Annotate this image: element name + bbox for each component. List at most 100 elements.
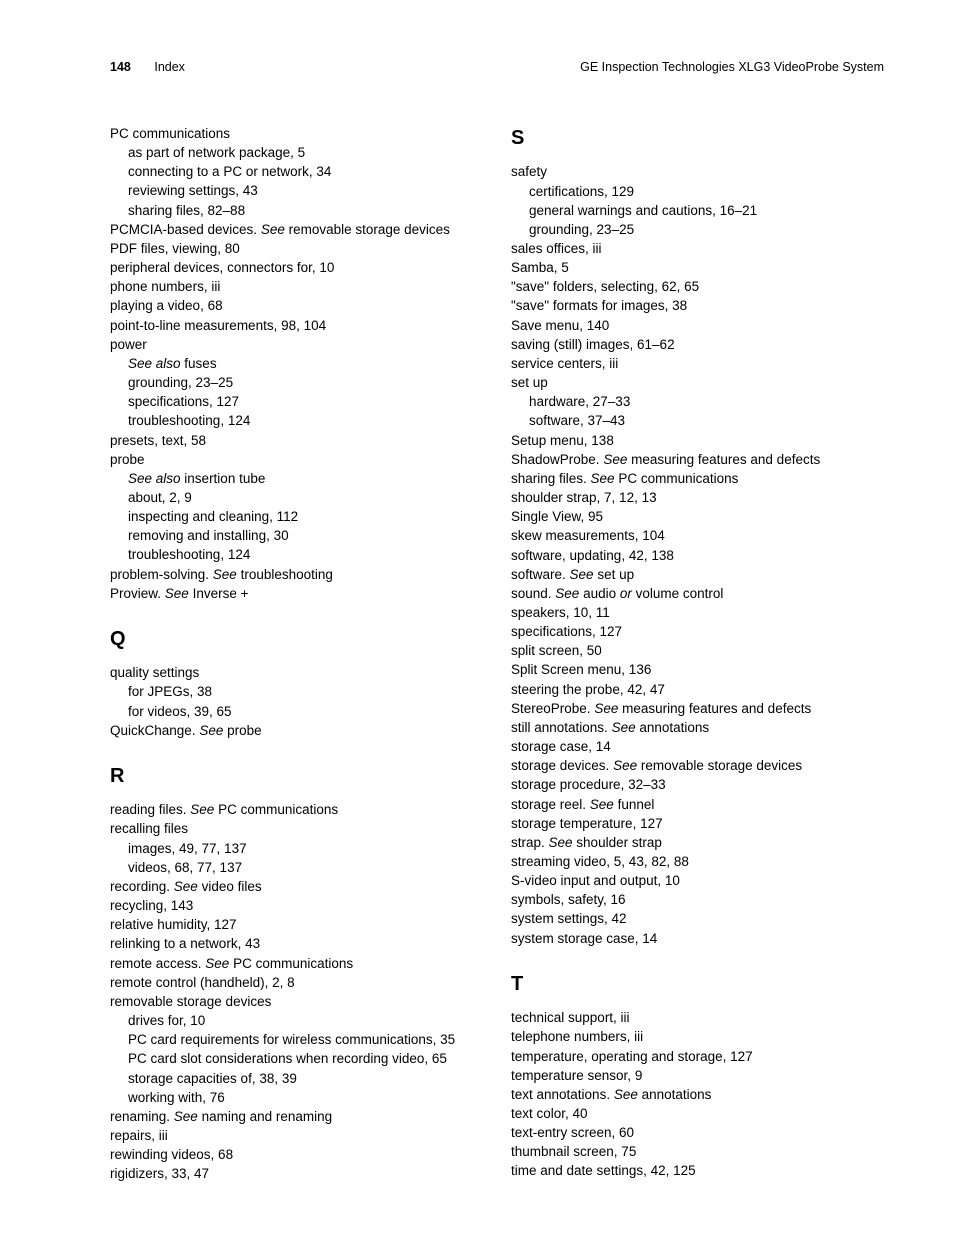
index-subentry: troubleshooting, 124 [110,545,483,564]
index-entry: remote access. See PC communications [110,954,483,973]
index-subentry: See also fuses [110,354,483,373]
index-entry: repairs, iii [110,1126,483,1145]
page-number: 148 [110,60,131,74]
index-entry: speakers, 10, 11 [511,603,884,622]
index-entry: storage temperature, 127 [511,814,884,833]
index-entry: "save" folders, selecting, 62, 65 [511,277,884,296]
index-subentry: videos, 68, 77, 137 [110,858,483,877]
index-entry: recording. See video files [110,877,483,896]
index-entry: recalling files [110,819,483,838]
index-entry: Split Screen menu, 136 [511,660,884,679]
index-subentry: connecting to a PC or network, 34 [110,162,483,181]
index-entry: still annotations. See annotations [511,718,884,737]
index-entry: quality settings [110,663,483,682]
index-subentry: specifications, 127 [110,392,483,411]
index-entry: S-video input and output, 10 [511,871,884,890]
index-subentry: working with, 76 [110,1088,483,1107]
index-entry: rewinding videos, 68 [110,1145,483,1164]
index-entry: peripheral devices, connectors for, 10 [110,258,483,277]
index-entry: temperature sensor, 9 [511,1066,884,1085]
index-entry: saving (still) images, 61–62 [511,335,884,354]
index-right-column: Ssafetycertifications, 129general warnin… [511,124,884,1183]
index-entry: presets, text, 58 [110,431,483,450]
index-entry: renaming. See naming and renaming [110,1107,483,1126]
index-entry: recycling, 143 [110,896,483,915]
index-page: 148 Index GE Inspection Technologies XLG… [0,0,954,1243]
index-subentry: general warnings and cautions, 16–21 [511,201,884,220]
index-subentry: inspecting and cleaning, 112 [110,507,483,526]
index-columns: PC communicationsas part of network pack… [110,124,884,1183]
index-subentry: images, 49, 77, 137 [110,839,483,858]
index-subentry: reviewing settings, 43 [110,181,483,200]
index-entry: steering the probe, 42, 47 [511,680,884,699]
index-entry: strap. See shoulder strap [511,833,884,852]
index-entry: Setup menu, 138 [511,431,884,450]
index-entry: Save menu, 140 [511,316,884,335]
index-entry: rigidizers, 33, 47 [110,1164,483,1183]
index-subentry: storage capacities of, 38, 39 [110,1069,483,1088]
index-entry: service centers, iii [511,354,884,373]
index-section-letter: S [511,124,884,152]
index-entry: playing a video, 68 [110,296,483,315]
index-section-letter: Q [110,625,483,653]
index-entry: set up [511,373,884,392]
index-entry: specifications, 127 [511,622,884,641]
index-subentry: See also insertion tube [110,469,483,488]
index-entry: PCMCIA-based devices. See removable stor… [110,220,483,239]
index-entry: sharing files. See PC communications [511,469,884,488]
index-entry: streaming video, 5, 43, 82, 88 [511,852,884,871]
index-entry: symbols, safety, 16 [511,890,884,909]
index-subentry: PC card slot considerations when recordi… [110,1049,483,1068]
index-entry: software. See set up [511,565,884,584]
index-left-column: PC communicationsas part of network pack… [110,124,483,1183]
index-subentry: sharing files, 82–88 [110,201,483,220]
index-subentry: for JPEGs, 38 [110,682,483,701]
index-entry: system storage case, 14 [511,929,884,948]
index-subentry: drives for, 10 [110,1011,483,1030]
page-header: 148 Index GE Inspection Technologies XLG… [110,60,884,74]
section-label: Index [154,60,185,74]
index-entry: ShadowProbe. See measuring features and … [511,450,884,469]
index-entry: power [110,335,483,354]
index-entry: storage procedure, 32–33 [511,775,884,794]
index-subentry: PC card requirements for wireless commun… [110,1030,483,1049]
index-entry: QuickChange. See probe [110,721,483,740]
index-entry: Samba, 5 [511,258,884,277]
index-entry: Proview. See Inverse + [110,584,483,603]
index-subentry: troubleshooting, 124 [110,411,483,430]
index-entry: sound. See audio or volume control [511,584,884,603]
index-subentry: as part of network package, 5 [110,143,483,162]
index-subentry: hardware, 27–33 [511,392,884,411]
index-entry: text color, 40 [511,1104,884,1123]
index-entry: PC communications [110,124,483,143]
index-entry: software, updating, 42, 138 [511,546,884,565]
index-entry: phone numbers, iii [110,277,483,296]
index-entry: temperature, operating and storage, 127 [511,1047,884,1066]
index-entry: split screen, 50 [511,641,884,660]
index-entry: safety [511,162,884,181]
index-entry: removable storage devices [110,992,483,1011]
header-left: 148 Index [110,60,185,74]
index-subentry: grounding, 23–25 [511,220,884,239]
index-entry: relative humidity, 127 [110,915,483,934]
header-right: GE Inspection Technologies XLG3 VideoPro… [580,60,884,74]
index-subentry: certifications, 129 [511,182,884,201]
index-subentry: software, 37–43 [511,411,884,430]
index-entry: problem-solving. See troubleshooting [110,565,483,584]
index-entry: technical support, iii [511,1008,884,1027]
index-entry: shoulder strap, 7, 12, 13 [511,488,884,507]
index-entry: point-to-line measurements, 98, 104 [110,316,483,335]
index-entry: thumbnail screen, 75 [511,1142,884,1161]
index-entry: time and date settings, 42, 125 [511,1161,884,1180]
index-entry: Single View, 95 [511,507,884,526]
index-entry: "save" formats for images, 38 [511,296,884,315]
index-entry: remote control (handheld), 2, 8 [110,973,483,992]
index-entry: telephone numbers, iii [511,1027,884,1046]
index-entry: PDF files, viewing, 80 [110,239,483,258]
index-entry: storage case, 14 [511,737,884,756]
index-entry: sales offices, iii [511,239,884,258]
index-subentry: about, 2, 9 [110,488,483,507]
index-section-letter: T [511,970,884,998]
index-entry: storage devices. See removable storage d… [511,756,884,775]
index-entry: storage reel. See funnel [511,795,884,814]
